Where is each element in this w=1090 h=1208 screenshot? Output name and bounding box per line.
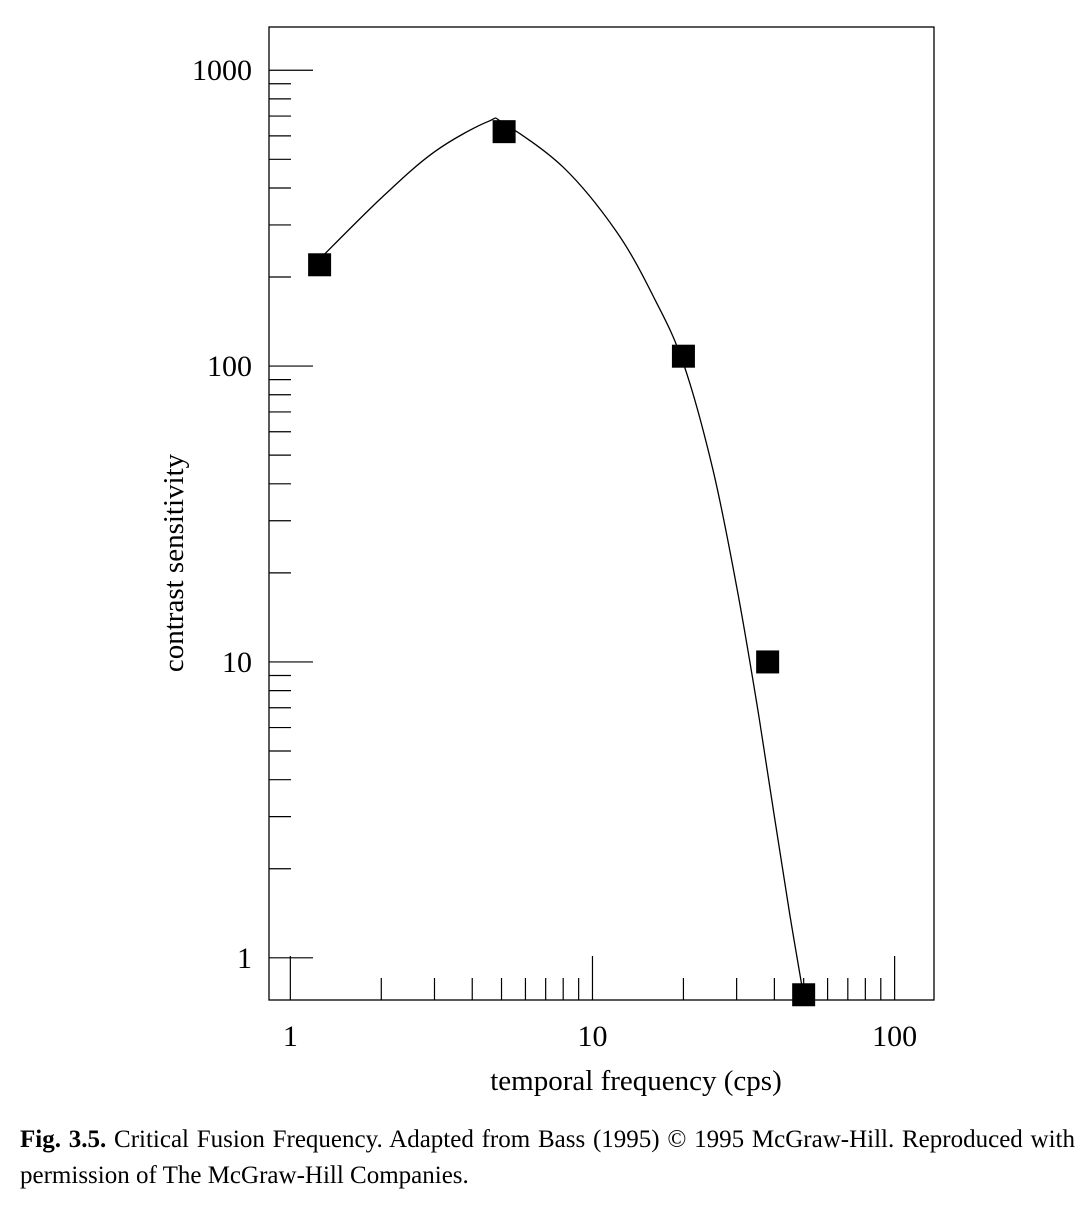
y-tick-label: 100 [207, 350, 252, 383]
data-point [492, 120, 516, 144]
x-tick-label: 10 [577, 1020, 607, 1053]
y-axis-ticks: 1 10 100 1000 [192, 54, 313, 975]
y-tick-label: 1000 [192, 54, 252, 87]
fit-curve [319, 117, 805, 997]
y-tick-label: 10 [222, 646, 252, 679]
x-axis-title: temporal frequency (cps) [490, 1065, 781, 1097]
y-tick-label: 1 [237, 942, 252, 975]
chart-figure: 1 10 100 1000 1 10 100 temporal frequency (cp… [158, 26, 935, 1097]
data-point [308, 253, 332, 277]
data-point [671, 344, 695, 368]
plot-frame [268, 26, 935, 1001]
figure-caption: Fig. 3.5. Critical Fusion Frequency. Ada… [20, 1122, 1075, 1194]
figure-label: Fig. 3.5. [20, 1126, 107, 1153]
data-points [308, 120, 816, 1007]
x-tick-label: 100 [872, 1020, 917, 1053]
x-axis-ticks: 1 10 100 [283, 956, 917, 1053]
y-axis-title: contrast sensitivity [158, 453, 190, 672]
caption-text: Critical Fusion Frequency. Adapted from … [20, 1126, 1076, 1189]
data-point [756, 650, 780, 674]
x-tick-label: 1 [283, 1020, 298, 1053]
data-point [792, 983, 816, 1007]
